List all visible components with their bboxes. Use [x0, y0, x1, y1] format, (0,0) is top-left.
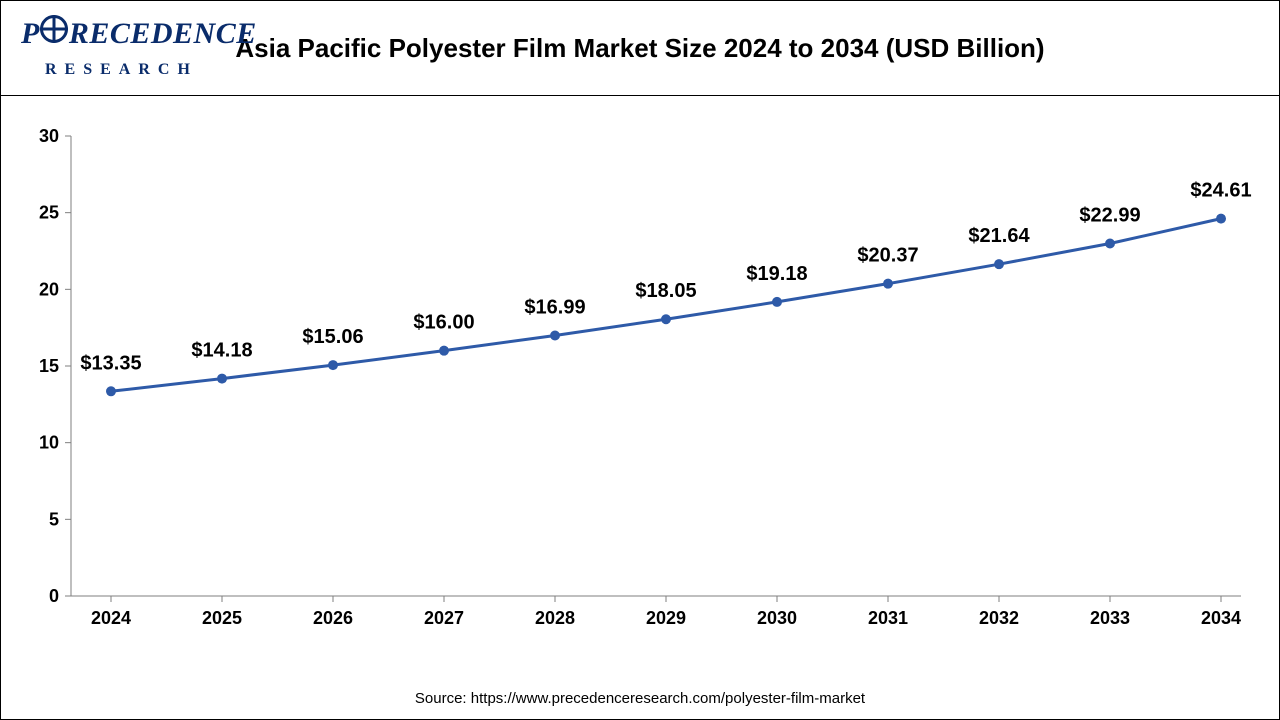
data-label: $15.06: [302, 326, 363, 348]
x-tick-label: 2030: [757, 608, 797, 628]
globe-icon: [40, 15, 68, 43]
line-chart-svg: 0510152025302024202520262027202820292030…: [1, 96, 1279, 676]
data-label: $16.00: [413, 312, 474, 334]
data-label: $18.05: [635, 280, 696, 302]
data-marker: [772, 297, 782, 307]
y-tick-label: 30: [39, 126, 59, 146]
x-tick-label: 2026: [313, 608, 353, 628]
chart-area: 0510152025302024202520262027202820292030…: [1, 96, 1279, 719]
source-citation: Source: https://www.precedenceresearch.c…: [1, 690, 1279, 707]
x-tick-label: 2027: [424, 608, 464, 628]
data-label: $13.35: [80, 352, 141, 374]
y-tick-label: 10: [39, 433, 59, 453]
data-marker: [106, 386, 116, 396]
data-label: $19.18: [746, 263, 807, 285]
y-tick-label: 25: [39, 203, 59, 223]
brand-letter-p: P: [21, 17, 40, 51]
brand-logo: PRECEDENCE RESEARCH: [21, 15, 257, 51]
x-tick-label: 2029: [646, 608, 686, 628]
data-marker: [439, 346, 449, 356]
data-marker: [661, 314, 671, 324]
series-line: [111, 219, 1221, 392]
data-marker: [994, 259, 1004, 269]
data-marker: [1216, 214, 1226, 224]
x-tick-label: 2033: [1090, 608, 1130, 628]
x-tick-label: 2025: [202, 608, 242, 628]
data-marker: [328, 360, 338, 370]
data-label: $20.37: [857, 245, 918, 267]
data-label: $22.99: [1079, 204, 1140, 226]
data-marker: [883, 279, 893, 289]
chart-frame: PRECEDENCE RESEARCH Asia Pacific Polyest…: [0, 0, 1280, 720]
data-label: $21.64: [968, 225, 1030, 247]
brand-name-rest: RECEDENCE: [69, 17, 257, 51]
data-marker: [1105, 238, 1115, 248]
x-tick-label: 2024: [91, 608, 131, 628]
y-tick-label: 20: [39, 279, 59, 299]
data-label: $14.18: [191, 340, 252, 362]
data-label: $16.99: [524, 296, 585, 318]
x-tick-label: 2032: [979, 608, 1019, 628]
y-tick-label: 15: [39, 356, 59, 376]
data-marker: [550, 330, 560, 340]
x-tick-label: 2031: [868, 608, 908, 628]
x-tick-label: 2034: [1201, 608, 1241, 628]
brand-subname: RESEARCH: [45, 61, 198, 79]
header: PRECEDENCE RESEARCH Asia Pacific Polyest…: [1, 1, 1279, 96]
y-tick-label: 0: [49, 586, 59, 606]
x-tick-label: 2028: [535, 608, 575, 628]
data-marker: [217, 374, 227, 384]
data-label: $24.61: [1190, 180, 1251, 202]
y-tick-label: 5: [49, 509, 59, 529]
